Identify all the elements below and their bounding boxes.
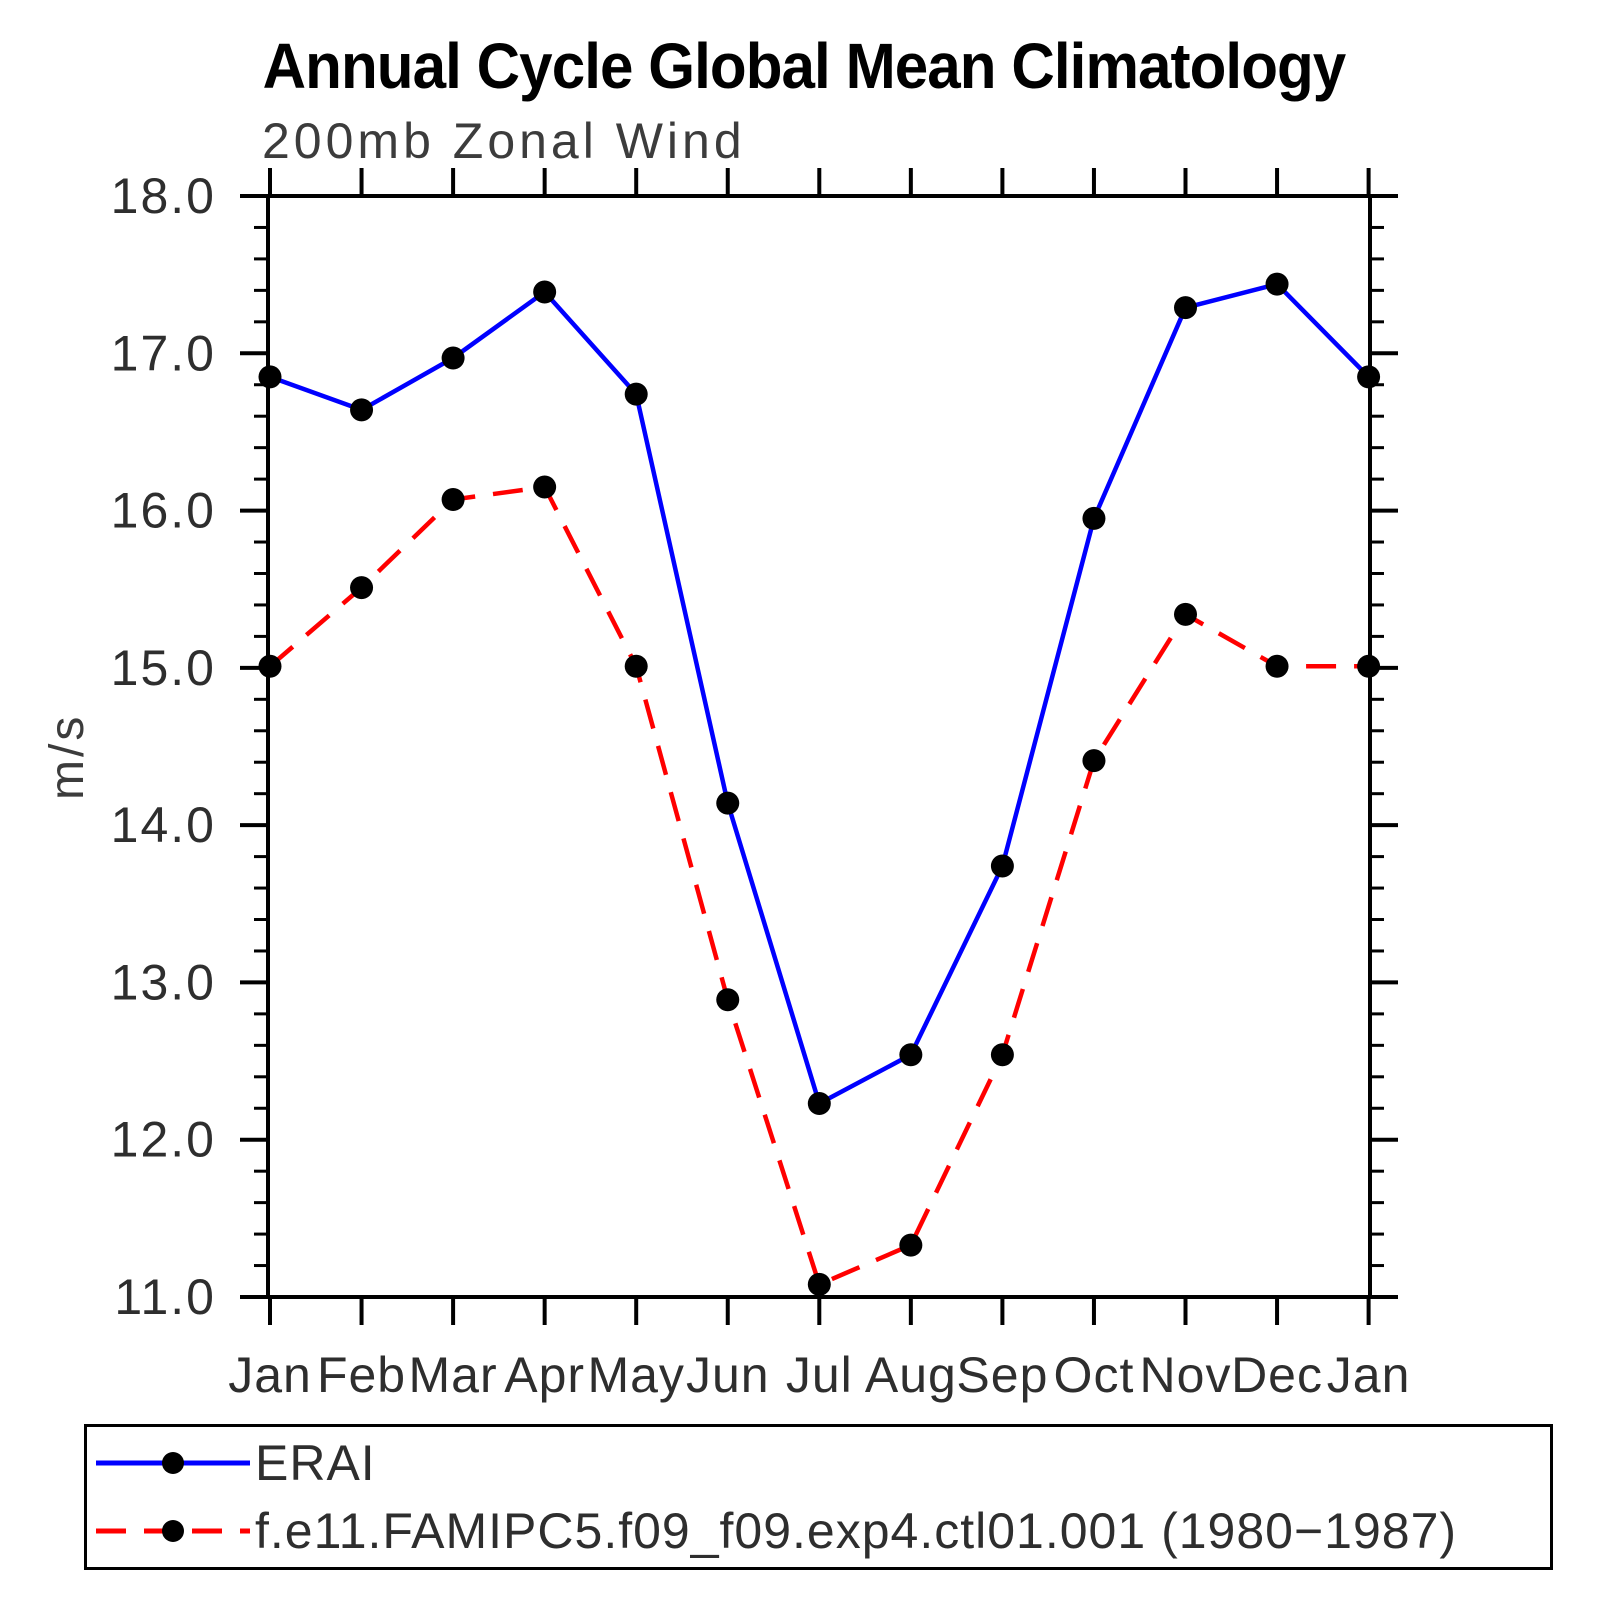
legend-label-erai: ERAI [255, 1435, 376, 1491]
data-point-s0-0 [258, 365, 282, 389]
y-tick-label: 16.0 [111, 483, 216, 539]
y-tick-label: 14.0 [111, 797, 216, 853]
data-point-s0-11 [1265, 272, 1289, 296]
x-tick-label: Oct [1054, 1347, 1135, 1403]
data-point-s1-12 [1357, 654, 1381, 678]
series-line-1 [268, 484, 1369, 1287]
data-point-s0-8 [990, 854, 1014, 878]
data-point-s1-7 [899, 1233, 923, 1257]
data-point-s1-6 [807, 1272, 831, 1296]
data-point-s0-6 [807, 1092, 831, 1116]
x-tick-label: Sep [956, 1347, 1048, 1403]
data-point-s0-3 [533, 280, 557, 304]
data-point-s1-0 [258, 654, 282, 678]
data-point-s0-4 [624, 382, 648, 406]
chart-title: Annual Cycle Global Mean Climatology [262, 30, 1347, 102]
data-point-s1-9 [1082, 749, 1106, 773]
x-tick-label: Apr [504, 1347, 585, 1403]
data-point-s1-11 [1265, 654, 1289, 678]
data-point-s0-5 [716, 791, 740, 815]
x-tick-label: Jun [686, 1347, 770, 1403]
data-point-s0-10 [1174, 296, 1197, 320]
x-tick-label: Mar [409, 1347, 498, 1403]
y-tick-label: 18.0 [111, 168, 216, 224]
data-point-s0-12 [1357, 365, 1381, 389]
legend-item-erai: ERAI [93, 1435, 376, 1491]
data-point-s1-1 [350, 576, 374, 600]
x-tick-label: Jan [1327, 1347, 1411, 1403]
x-tick-label: Jul [786, 1347, 853, 1403]
data-point-s1-8 [990, 1043, 1014, 1067]
data-point-s0-7 [899, 1043, 923, 1067]
data-point-s1-10 [1174, 602, 1197, 626]
data-point-s1-5 [716, 988, 740, 1012]
y-tick-label: 17.0 [111, 325, 216, 381]
legend-sample-erai-line [96, 1452, 250, 1474]
y-tick-label: 11.0 [114, 1269, 216, 1325]
legend-label-model: f.e11.FAMIPC5.f09_f09.exp4.ctl01.001 (19… [255, 1503, 1458, 1559]
data-point-s0-1 [350, 398, 374, 422]
data-point-s0-9 [1082, 506, 1106, 530]
series-line-0 [269, 281, 1371, 1106]
x-tick-label: Nov [1140, 1347, 1232, 1403]
y-tick-label: 12.0 [111, 1112, 216, 1168]
data-point-s0-2 [441, 346, 465, 370]
chart-subtitle: 200mb Zonal Wind [262, 113, 746, 169]
legend-sample-model-line [96, 1520, 250, 1542]
data-point-s1-4 [624, 654, 648, 678]
x-tick-label: May [587, 1347, 684, 1403]
legend-item-model: f.e11.FAMIPC5.f09_f09.exp4.ctl01.001 (19… [93, 1503, 1457, 1559]
x-tick-label: Dec [1231, 1347, 1323, 1403]
x-tick-label: Jan [228, 1347, 312, 1403]
data-point-s1-3 [533, 475, 557, 499]
data-point-s1-2 [441, 488, 465, 512]
x-tick-label: Feb [317, 1347, 406, 1403]
x-tick-label: Aug [865, 1347, 957, 1403]
y-tick-label: 15.0 [111, 640, 216, 696]
legend-box: ERAI f.e11.FAMIPC5.f09_f09.exp4.ctl01.00… [84, 1424, 1553, 1570]
y-tick-label: 13.0 [111, 954, 216, 1010]
